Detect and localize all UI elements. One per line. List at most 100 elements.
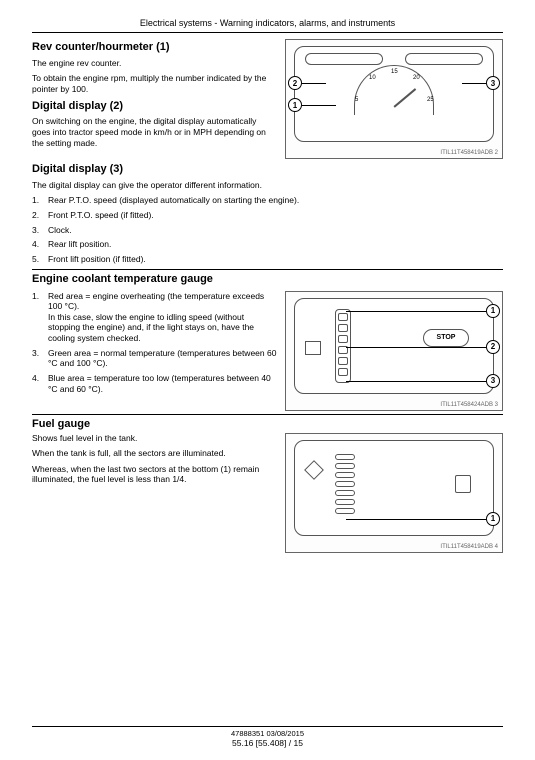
temp-seg [338, 335, 348, 343]
item-num: 3. [32, 348, 42, 369]
list-item: 3. Clock. [32, 225, 503, 236]
section-temp: 1.Red area = engine overheating (the tem… [32, 291, 503, 411]
temp-text: 1.Red area = engine overheating (the tem… [32, 291, 277, 399]
fuel-panel [294, 440, 494, 536]
callout-1: 1 [288, 98, 302, 112]
rev-title: Rev counter/hourmeter (1) [32, 41, 277, 55]
rev-p2: To obtain the engine rpm, multiply the n… [32, 73, 277, 94]
temp-panel: STOP [294, 298, 494, 394]
temp-seg [338, 313, 348, 321]
page: Electrical systems - Warning indicators,… [0, 0, 535, 553]
item-num: 4. [32, 239, 42, 250]
fuel-bar [335, 451, 355, 525]
leader-1 [346, 519, 486, 520]
fig1-caption: ITIL11T458419ADB 2 [440, 150, 498, 156]
rev-text: Rev counter/hourmeter (1) The engine rev… [32, 39, 277, 153]
leader-1 [302, 105, 336, 106]
temp-seg [338, 357, 348, 365]
section-disp3: Digital display (3) The digital display … [32, 163, 503, 265]
footer-line1: 47888351 03/08/2015 [32, 729, 503, 738]
temp-title: Engine coolant temperature gauge [32, 273, 503, 285]
leader-2 [302, 83, 326, 84]
fuel-seg [335, 508, 355, 514]
display-slot-right [405, 53, 483, 65]
item-text: Red area = engine overheating (the tempe… [48, 291, 277, 344]
forklift-icon [305, 341, 321, 355]
leader-1 [346, 311, 486, 312]
item-num: 4. [32, 373, 42, 394]
callout-2: 2 [288, 76, 302, 90]
tick-5: 5 [355, 97, 358, 103]
figure-2: STOP 1 2 3 ITIL11T458424ADB 3 [285, 291, 503, 411]
list-item: 4. Rear lift position. [32, 239, 503, 250]
item-text: Rear P.T.O. speed (displayed automatical… [48, 195, 299, 206]
list-item: 4. Blue area = temperature too low (tempe… [32, 373, 277, 394]
fuel-seg [335, 499, 355, 505]
tick-15: 15 [391, 69, 398, 75]
fuel-p2: When the tank is full, all the sectors a… [32, 448, 277, 459]
fuel-seg [335, 463, 355, 469]
callout-3: 3 [486, 76, 500, 90]
leader-3 [462, 83, 486, 84]
temp-seg [338, 324, 348, 332]
fuel-title: Fuel gauge [32, 418, 503, 430]
item-num: 1. [32, 291, 42, 344]
footer-line2: 55.16 [55.408] / 15 [32, 738, 503, 748]
rev-p1: The engine rev counter. [32, 58, 277, 69]
fuel-text: Shows fuel level in the tank. When the t… [32, 433, 277, 491]
fuel-pump-icon [455, 475, 471, 493]
stop-button-icon: STOP [423, 329, 469, 347]
item-text: Front lift position (if fitted). [48, 254, 146, 265]
callout-2: 2 [486, 340, 500, 354]
item-text: Front P.T.O. speed (if fitted). [48, 210, 154, 221]
fuel-seg [335, 472, 355, 478]
fuel-seg [335, 454, 355, 460]
fig2-caption: ITIL11T458424ADB 3 [440, 402, 498, 408]
disp3-p1: The digital display can give the operato… [32, 180, 503, 191]
list-item: 2. Front P.T.O. speed (if fitted). [32, 210, 503, 221]
item-text: Green area = normal temperature (tempera… [48, 348, 277, 369]
leader-2 [346, 347, 486, 348]
warning-icon [304, 460, 324, 480]
figure-3: 1 ITIL11T458419ADB 4 [285, 433, 503, 553]
list-item: 5. Front lift position (if fitted). [32, 254, 503, 265]
tick-10: 10 [369, 75, 376, 81]
fuel-seg [335, 490, 355, 496]
disp2-p1: On switching on the engine, the digital … [32, 116, 277, 148]
item-num: 2. [32, 210, 42, 221]
disp2-title: Digital display (2) [32, 100, 277, 114]
temp-bar [335, 309, 351, 383]
callout-1: 1 [486, 304, 500, 318]
callout-1: 1 [486, 512, 500, 526]
section-rule [32, 269, 503, 270]
section-rev: Rev counter/hourmeter (1) The engine rev… [32, 39, 503, 159]
temp-list: 1.Red area = engine overheating (the tem… [32, 291, 277, 395]
section-fuel: Shows fuel level in the tank. When the t… [32, 433, 503, 553]
figure-1: 5 10 15 20 25 2 1 3 ITIL11T458419ADB 2 [285, 39, 503, 159]
display-slot-left [305, 53, 383, 65]
fuel-p1: Shows fuel level in the tank. [32, 433, 277, 444]
item-text: Rear lift position. [48, 239, 111, 250]
section-rule [32, 414, 503, 415]
list-item: 3. Green area = normal temperature (tempe… [32, 348, 277, 369]
list-item: 1.Red area = engine overheating (the tem… [32, 291, 277, 344]
item-num: 3. [32, 225, 42, 236]
fuel-seg [335, 481, 355, 487]
page-header: Electrical systems - Warning indicators,… [32, 18, 503, 28]
fig3-caption: ITIL11T458419ADB 4 [440, 544, 498, 550]
list-item: 1. Rear P.T.O. speed (displayed automatic… [32, 195, 503, 206]
item-text: Clock. [48, 225, 72, 236]
item-text: Blue area = temperature too low (tempera… [48, 373, 277, 394]
disp3-list: 1. Rear P.T.O. speed (displayed automatic… [32, 195, 503, 264]
tick-20: 20 [413, 75, 420, 81]
item-num: 5. [32, 254, 42, 265]
callout-3: 3 [486, 374, 500, 388]
item-num: 1. [32, 195, 42, 206]
disp3-title: Digital display (3) [32, 163, 503, 177]
page-footer: 47888351 03/08/2015 55.16 [55.408] / 15 [32, 726, 503, 748]
leader-3 [346, 381, 486, 382]
temp-seg [338, 368, 348, 376]
fuel-p3: Whereas, when the last two sectors at th… [32, 464, 277, 485]
dashboard-panel: 5 10 15 20 25 [294, 46, 494, 142]
tick-25: 25 [427, 97, 434, 103]
